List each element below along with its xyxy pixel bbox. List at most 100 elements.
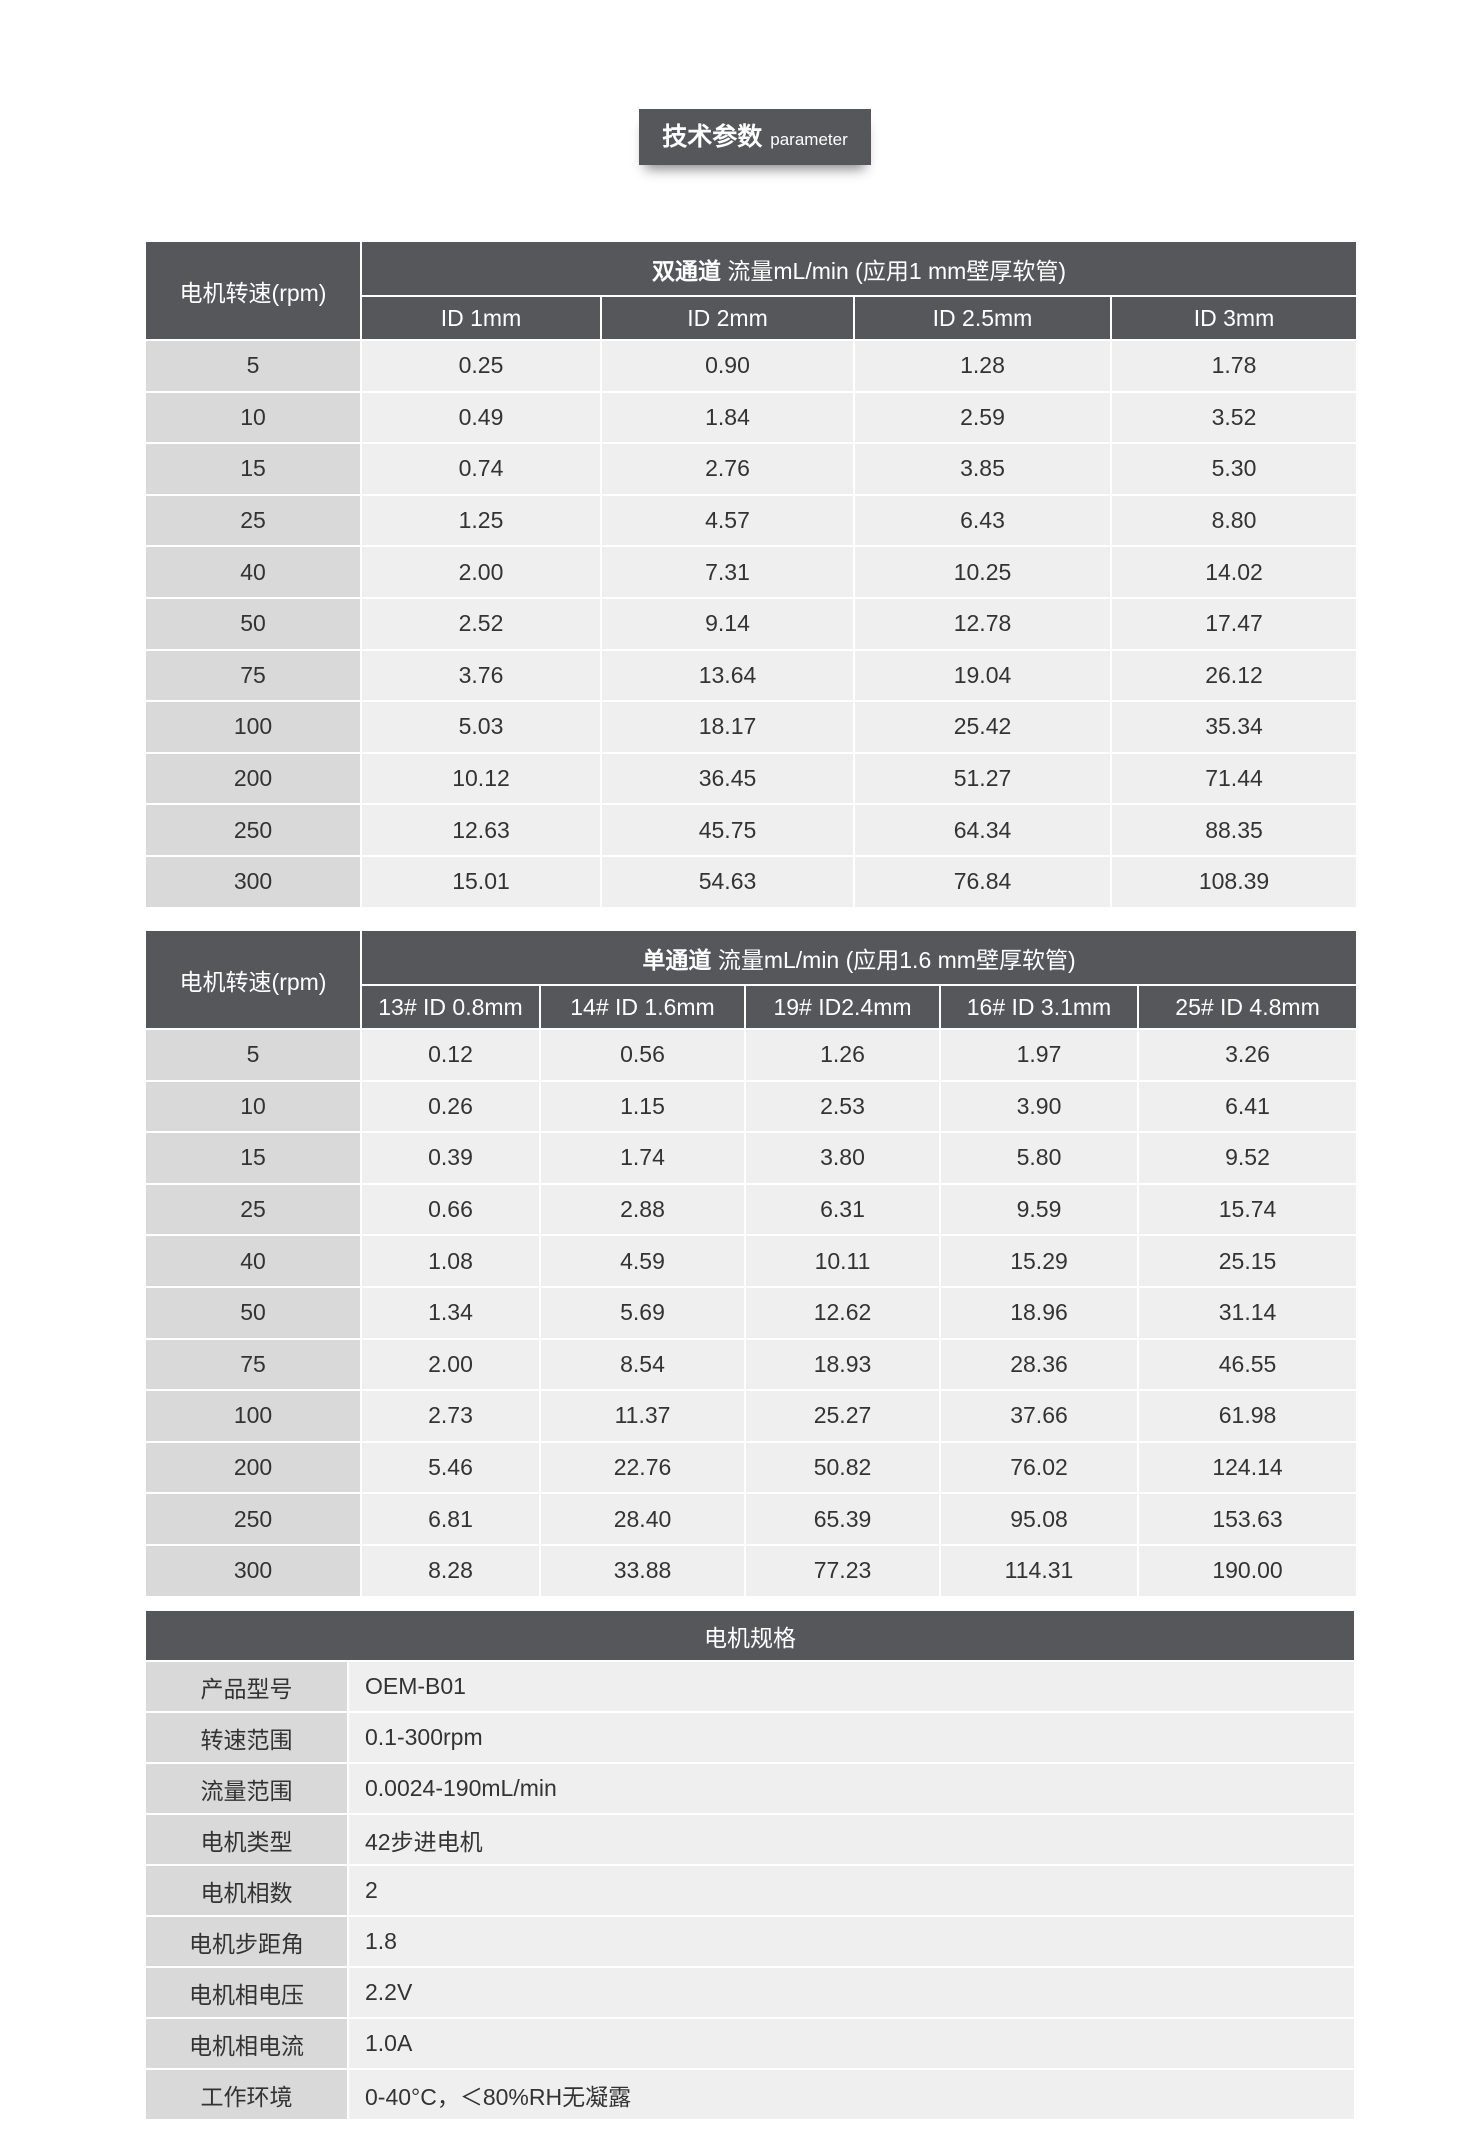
data-row: 25 1.25 4.57 6.43 8.80 [144, 493, 1359, 548]
cell: 50.82 [744, 1440, 941, 1495]
cell: 3.80 [744, 1131, 941, 1185]
group-header: 单通道 流量mL/min (应用1.6 mm壁厚软管) [359, 929, 1359, 986]
spec-value: 0.1-300rpm [347, 1711, 1356, 1764]
spec-label: 转速范围 [144, 1711, 349, 1764]
cell: 37.66 [939, 1389, 1139, 1443]
spec-value: 0-40°C，＜80%RH无凝露 [347, 2068, 1356, 2121]
header-row: 电机规格 [144, 1609, 1356, 1662]
header-row: ID 1mm ID 2mm ID 2.5mm ID 3mm [145, 295, 1359, 341]
cell: 28.36 [939, 1337, 1139, 1392]
cell: 12.78 [853, 596, 1112, 651]
data-row: 5 0.25 0.90 1.28 1.78 [144, 339, 1359, 393]
data-row: 300 8.28 33.88 77.23 114.31 190.00 [144, 1543, 1359, 1598]
cell: 12.63 [360, 803, 602, 857]
data-row: 250 6.81 28.40 65.39 95.08 153.63 [144, 1492, 1359, 1546]
cell: 1.15 [539, 1079, 746, 1134]
section-title: 技术参数 parameter [639, 109, 871, 165]
cell: 9.59 [939, 1182, 1139, 1237]
cell: 0.74 [360, 442, 602, 496]
rpm-cell: 40 [144, 1234, 362, 1288]
data-row: 75 3.76 13.64 19.04 26.12 [144, 648, 1359, 703]
cell: 2.00 [360, 1337, 541, 1392]
group-bold: 单通道 [642, 946, 712, 973]
spec-label: 流量范围 [144, 1762, 349, 1815]
cell: 2.76 [600, 442, 855, 496]
cell: 14.02 [1109, 545, 1359, 599]
cell: 0.49 [360, 390, 602, 445]
spec-value: 2 [347, 1864, 1356, 1917]
motor-spec-table: 电机规格 产品型号 OEM-B01 转速范围 0.1-300rpm 流量范围 0.0024-… [144, 1609, 1356, 2121]
cell: 114.31 [939, 1543, 1139, 1598]
data-row: 10 0.49 1.84 2.59 3.52 [144, 390, 1359, 445]
cell: 3.90 [939, 1079, 1139, 1134]
spec-row: 电机相电压 2.2V [144, 1966, 1356, 2019]
column-header: 25# ID 4.8mm [1136, 984, 1359, 1030]
spec-value: 0.0024-190mL/min [347, 1762, 1356, 1815]
cell: 28.40 [539, 1492, 746, 1546]
rpm-cell: 25 [144, 493, 362, 548]
cell: 25.42 [853, 700, 1112, 754]
data-row: 200 10.12 36.45 51.27 71.44 [144, 751, 1359, 806]
cell: 3.52 [1109, 390, 1359, 445]
cell: 1.08 [360, 1234, 541, 1288]
header-row: 13# ID 0.8mm 14# ID 1.6mm 19# ID2.4mm 16# I… [145, 984, 1359, 1030]
spec-value: 2.2V [347, 1966, 1356, 2019]
column-header: ID 1mm [360, 295, 602, 341]
rpm-cell: 250 [144, 803, 362, 857]
cell: 1.28 [853, 339, 1112, 393]
rpm-cell: 100 [144, 700, 362, 754]
cell: 5.30 [1109, 442, 1359, 496]
cell: 153.63 [1136, 1492, 1359, 1546]
data-row: 25 0.66 2.88 6.31 9.59 15.74 [144, 1182, 1359, 1237]
cell: 25.15 [1136, 1234, 1359, 1288]
title: 技术参数 [662, 123, 763, 151]
spec-value: 42步进电机 [347, 1813, 1356, 1866]
cell: 5.69 [539, 1285, 746, 1340]
cell: 77.23 [744, 1543, 941, 1598]
rpm-cell: 250 [144, 1492, 362, 1546]
spec-row: 流量范围 0.0024-190mL/min [144, 1762, 1356, 1815]
data-row: 75 2.00 8.54 18.93 28.36 46.55 [144, 1337, 1359, 1392]
data-row: 15 0.39 1.74 3.80 5.80 9.52 [144, 1131, 1359, 1185]
cell: 11.37 [539, 1389, 746, 1443]
spec-row: 电机相数 2 [144, 1864, 1356, 1917]
cell: 2.53 [744, 1079, 941, 1134]
group-text: 流量mL/min (应用1.6 mm壁厚软管) [717, 946, 1076, 973]
spec-row: 转速范围 0.1-300rpm [144, 1711, 1356, 1764]
rpm-cell: 5 [144, 339, 362, 393]
rpm-cell: 10 [144, 390, 362, 445]
data-row: 100 5.03 18.17 25.42 35.34 [144, 700, 1359, 754]
cell: 19.04 [853, 648, 1112, 703]
spec-value: OEM-B01 [347, 1660, 1356, 1713]
header-row: 电机转速(rpm) 单通道 流量mL/min (应用1.6 mm壁厚软管) [144, 929, 1359, 1030]
cell: 36.45 [600, 751, 855, 806]
column-header: ID 2mm [600, 295, 855, 341]
spec-row: 电机步距角 1.8 [144, 1915, 1356, 1968]
cell: 0.56 [539, 1028, 746, 1082]
rpm-cell: 10 [144, 1079, 362, 1134]
data-row: 10 0.26 1.15 2.53 3.90 6.41 [144, 1079, 1359, 1134]
spec-row: 工作环境 0-40°C，＜80%RH无凝露 [144, 2068, 1356, 2121]
data-row: 300 15.01 54.63 76.84 108.39 [144, 854, 1359, 909]
spec-row: 电机相电流 1.0A [144, 2017, 1356, 2070]
spec-value: 1.8 [347, 1915, 1356, 1968]
cell: 9.52 [1136, 1131, 1359, 1185]
data-row: 5 0.12 0.56 1.26 1.97 3.26 [144, 1028, 1359, 1082]
spec-label: 电机相电压 [144, 1966, 349, 2019]
rpm-cell: 25 [144, 1182, 362, 1237]
cell: 124.14 [1136, 1440, 1359, 1495]
cell: 45.75 [600, 803, 855, 857]
cell: 0.26 [360, 1079, 541, 1134]
data-row: 200 5.46 22.76 50.82 76.02 124.14 [144, 1440, 1359, 1495]
cell: 76.02 [939, 1440, 1139, 1495]
column-header: 19# ID2.4mm [744, 984, 941, 1030]
column-header: ID 2.5mm [853, 295, 1112, 341]
cell: 3.85 [853, 442, 1112, 496]
cell: 26.12 [1109, 648, 1359, 703]
data-row: 50 2.52 9.14 12.78 17.47 [144, 596, 1359, 651]
group-text: 流量mL/min (应用1 mm壁厚软管) [727, 257, 1067, 284]
cell: 0.25 [360, 339, 602, 393]
rpm-cell: 15 [144, 442, 362, 496]
cell: 5.80 [939, 1131, 1139, 1185]
group-bold: 双通道 [652, 257, 721, 284]
